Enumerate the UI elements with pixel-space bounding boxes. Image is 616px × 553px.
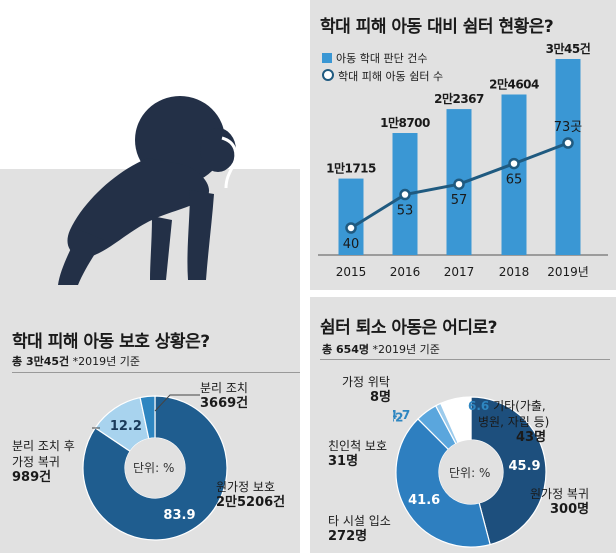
- shelter-label-2018: 65: [506, 173, 523, 188]
- exit-unit: 단위: %: [449, 466, 491, 480]
- exit-pct-1: 41.6: [408, 493, 440, 508]
- legend-shelters-label: 학대 피해 아동 쉼터 수: [338, 70, 444, 83]
- exit-title: 쉼터 퇴소 아동은 어디로?: [320, 318, 498, 338]
- protection-unit: 단위: %: [133, 461, 175, 475]
- bar-label-2019: 3만45건: [546, 41, 591, 56]
- callout-home-name: 원가정 보호: [216, 480, 276, 494]
- callout-other: 6.6 기타(가출, 병원, 자립 등) 43명: [468, 398, 549, 446]
- callout-other-value: 43명: [516, 430, 547, 445]
- callout-exit-home: 원가정 복귀 300명: [530, 486, 589, 518]
- callout-separation-name: 분리 조치: [200, 381, 248, 395]
- callout-reunion: 분리 조치 후 가정 복귀 989건: [12, 438, 75, 486]
- callout-reunion-name1: 분리 조치 후: [12, 439, 75, 453]
- bar-cases-2015: [338, 178, 364, 255]
- exit-total-count: 총 654명: [322, 343, 370, 356]
- bar-cases-2019: [555, 59, 581, 255]
- x-tick-2019: 2019년: [547, 265, 589, 279]
- crawling-baby-illustration: [58, 96, 238, 285]
- callout-relative-name: 친인척 보호: [328, 439, 388, 453]
- shelter-title: 학대 피해 아동 대비 쉼터 현황은?: [320, 17, 554, 37]
- protection-title: 학대 피해 아동 보호 상황은?: [12, 332, 210, 352]
- exit-total-note: *2019년 기준: [372, 343, 440, 356]
- callout-separation-value: 3669건: [200, 396, 249, 411]
- shelter-point-2015: [345, 222, 357, 234]
- shelter-label-2015: 40: [343, 237, 360, 252]
- callout-foster: 가정 위탁 8명: [342, 374, 391, 406]
- callout-other-name1: 기타(가출,: [493, 399, 546, 413]
- legend-shelters-marker: [322, 69, 334, 81]
- callout-other-pct: 6.6: [468, 399, 490, 413]
- protection-slice-0: [82, 395, 228, 541]
- bar-label-2017: 2만2367: [434, 91, 484, 106]
- x-tick-2018: 2018: [499, 265, 530, 279]
- shelter-label-2017: 57: [451, 193, 468, 208]
- x-tick-2016: 2016: [390, 265, 421, 279]
- protection-donut-chart: 83.912.23.3: [82, 395, 228, 541]
- protection-pct-0: 83.9: [163, 508, 195, 523]
- shelter-label-2019: 73곳: [554, 120, 583, 135]
- x-tick-2017: 2017: [444, 265, 475, 279]
- protection-pct-1: 12.2: [110, 419, 142, 434]
- bar-label-2016: 1만8700: [380, 115, 430, 130]
- shelter-point-2018: [508, 157, 520, 170]
- callout-reunion-name2: 가정 복귀: [12, 455, 60, 469]
- legend-cases-label: 아동 학대 판단 건수: [336, 52, 428, 65]
- callout-relative: 친인척 보호 31명: [328, 438, 387, 470]
- callout-facility-name: 타 시설 입소: [328, 514, 391, 528]
- callout-exit-home-value: 300명: [550, 502, 590, 517]
- bar-label-2015: 1만1715: [326, 161, 376, 176]
- shelter-point-2016: [399, 188, 411, 201]
- shelter-point-2019: [562, 137, 574, 149]
- legend-shelters: 학대 피해 아동 쉼터 수: [322, 68, 443, 84]
- legend-cases-swatch: [322, 53, 332, 63]
- callout-separation: 분리 조치 3669건: [200, 380, 248, 412]
- callout-facility: 타 시설 입소 272명: [328, 513, 391, 545]
- legend-cases: 아동 학대 판단 건수: [322, 50, 427, 66]
- bar-cases-2018: [501, 94, 527, 255]
- protection-total: 총 3만45건 *2019년 기준: [12, 353, 140, 369]
- callout-home-value: 2만5206건: [216, 495, 286, 510]
- callout-other-name2: 병원, 자립 등): [478, 415, 550, 429]
- callout-relative-value: 31명: [328, 454, 359, 469]
- protection-hole: [125, 438, 185, 498]
- exit-divider: [320, 359, 610, 360]
- exit-total: 총 654명 *2019년 기준: [322, 341, 440, 357]
- shelter-label-2016: 53: [397, 204, 414, 219]
- exit-donut-chart: 45.9 41.6 4.71.2: [393, 396, 547, 548]
- callout-foster-name: 가정 위탁: [342, 375, 390, 389]
- protection-total-count: 총 3만45건: [12, 355, 70, 368]
- bar-label-2018: 2만4604: [489, 76, 539, 91]
- shelter-point-2017: [453, 178, 465, 190]
- exit-pct-3: 1.2: [393, 410, 403, 424]
- exit-pct-2: 4.7: [393, 408, 410, 422]
- callout-foster-value: 8명: [370, 390, 392, 405]
- callout-facility-value: 272명: [328, 529, 368, 544]
- shelter-bar-line-chart: 1만1715 2015 1만8700 2016 2만2367 2017 2만4604 2018…: [318, 41, 608, 279]
- callout-exit-home-name: 원가정 복귀: [530, 487, 590, 501]
- x-tick-2015: 2015: [336, 265, 367, 279]
- protection-total-note: *2019년 기준: [72, 355, 141, 368]
- callout-home: 원가정 보호 2만5206건: [216, 479, 285, 511]
- callout-reunion-value: 989건: [12, 470, 52, 485]
- exit-pct-0: 45.9: [509, 459, 541, 474]
- protection-divider: [12, 372, 300, 373]
- exit-hole: [439, 440, 503, 504]
